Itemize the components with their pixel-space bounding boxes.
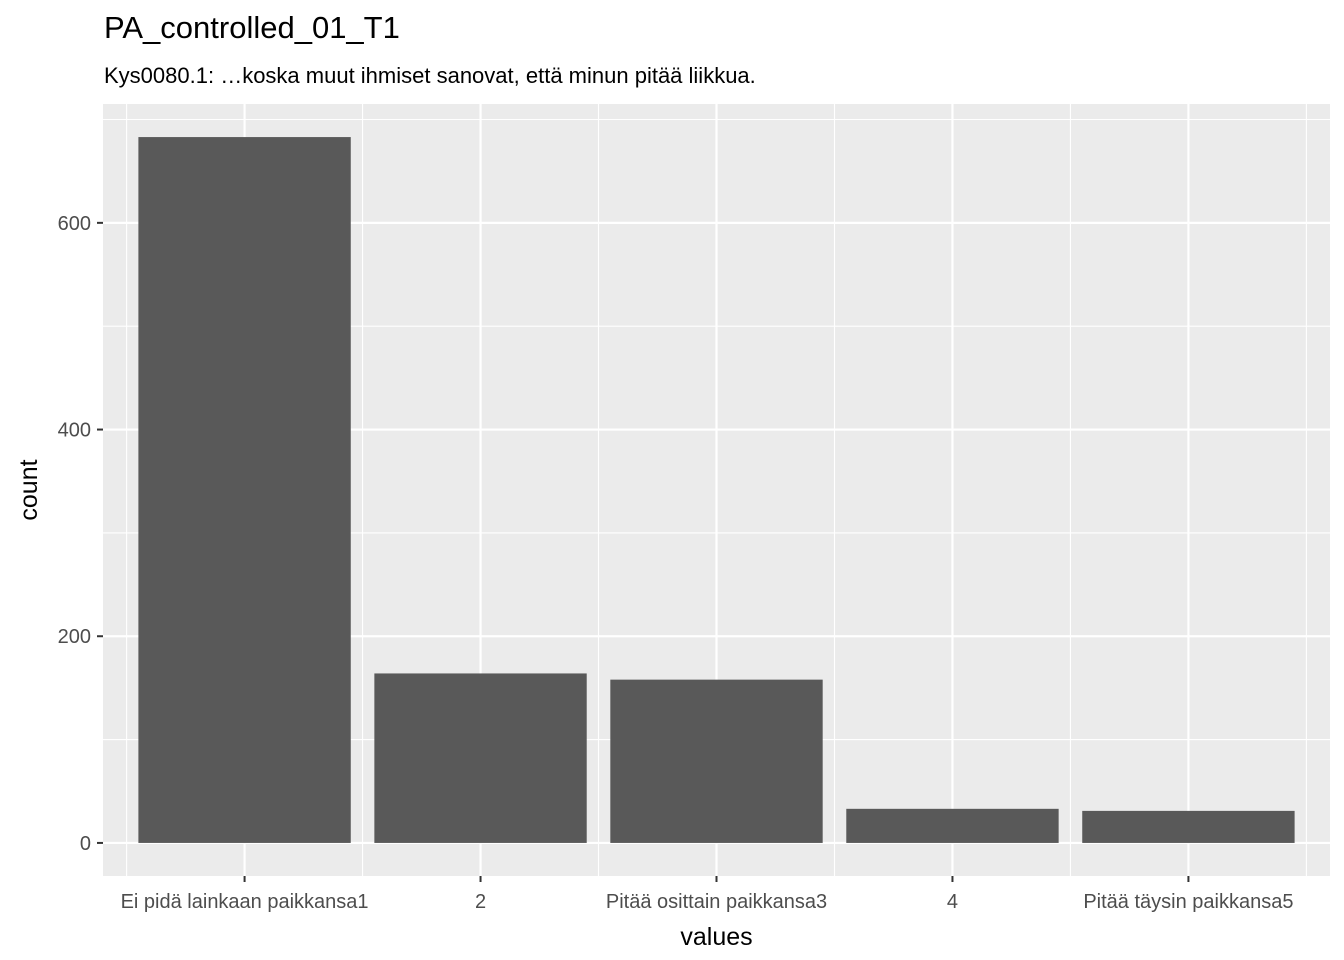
chart-subtitle: Kys0080.1: …koska muut ihmiset sanovat, … — [104, 63, 756, 88]
bar — [846, 808, 1059, 843]
bar — [610, 679, 823, 843]
bar — [1082, 810, 1295, 843]
bars — [138, 137, 1295, 843]
x-tick-label: Pitää osittain paikkansa3 — [606, 891, 827, 913]
chart-title: PA_controlled_01_T1 — [104, 10, 400, 45]
x-tick-label: 4 — [947, 891, 958, 913]
y-tick-label: 600 — [58, 213, 91, 235]
y-axis: 0 200 400 600 — [58, 213, 103, 855]
y-axis-title: count — [15, 459, 43, 520]
x-axis-title: values — [680, 923, 752, 951]
y-tick-label: 200 — [58, 626, 91, 648]
bar — [138, 137, 351, 843]
x-tick-label: Pitää täysin paikkansa5 — [1083, 891, 1293, 913]
x-tick-label: Ei pidä lainkaan paikkansa1 — [121, 891, 369, 913]
bar — [374, 673, 587, 843]
y-tick-label: 400 — [58, 420, 91, 442]
x-tick-label: 2 — [475, 891, 486, 913]
y-tick-label: 0 — [80, 833, 91, 855]
x-axis: Ei pidä lainkaan paikkansa1 2 Pitää ositta… — [121, 876, 1293, 913]
